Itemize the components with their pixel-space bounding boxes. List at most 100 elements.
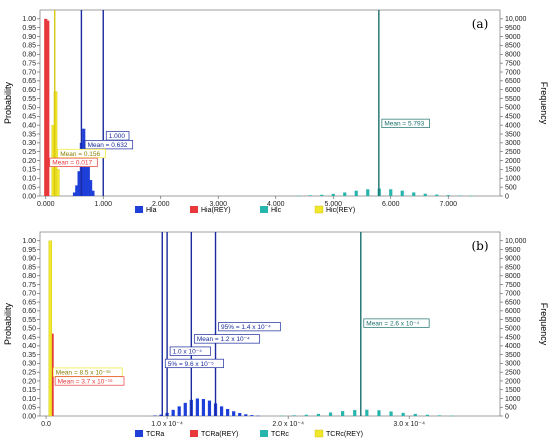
bar-hla	[89, 180, 93, 196]
y-right-tick-label: 1000	[505, 396, 521, 403]
bar-tcrc	[328, 412, 333, 416]
bar-hla	[86, 164, 90, 196]
bar-hla	[84, 149, 88, 196]
legend-entry: TCRc(REY)	[326, 431, 363, 438]
bar-tcrc	[377, 410, 381, 416]
y-right-tick-label: 9000	[505, 256, 521, 263]
bar-hlc	[389, 189, 393, 196]
bar-tcrc	[365, 409, 369, 416]
legend-swatch	[135, 430, 143, 437]
bar-hia-rey-	[44, 18, 48, 196]
annotation-box	[54, 376, 125, 386]
y-right-tick-label: 5000	[505, 326, 521, 333]
y-tick-label: 0.55	[22, 317, 36, 324]
bar-hlc	[297, 195, 301, 197]
y-tick-label: 0.80	[22, 52, 36, 59]
y-right-tick-label: 8500	[505, 43, 521, 50]
y-right-tick-label: 3000	[505, 361, 521, 368]
annotation-text: Mean = 8.5 x 10⁻¹⁶	[56, 370, 111, 377]
y-right-tick-label: 1500	[505, 387, 521, 394]
bar-hlc	[354, 190, 358, 196]
legend-swatch	[260, 430, 268, 437]
x-tick-label: 1.000	[94, 201, 112, 208]
bar-tcrc	[437, 415, 442, 416]
y-tick-label: 0.00	[22, 413, 36, 420]
legend-swatch	[314, 429, 324, 438]
y-right-tick-label: 6500	[505, 78, 521, 85]
y-right-tick-label: 500	[505, 405, 517, 412]
legend-swatch	[135, 206, 143, 213]
bar-hla	[91, 190, 95, 196]
bar-tcra	[226, 408, 230, 416]
bar-tcrc	[389, 411, 393, 416]
x-tick-label: 3.0 x 10⁻⁴	[393, 421, 425, 428]
x-tick-label: 3.000	[209, 201, 227, 208]
legend-entry: TCRa	[146, 431, 164, 438]
y-right-tick-label: 5500	[505, 96, 521, 103]
bar-hic-rey-	[53, 91, 58, 197]
y-right-tick-label: 10,000	[505, 238, 527, 245]
bar-hla	[72, 192, 77, 196]
y-tick-label: 0.85	[22, 264, 36, 271]
bar-tcra	[177, 406, 181, 416]
y-tick-label: 0.70	[22, 291, 36, 298]
bar-tcrc	[292, 415, 296, 416]
y-right-tick-label: 500	[505, 184, 517, 191]
legend-entry: Hlc	[271, 207, 282, 214]
y-right-tick-label: 3500	[505, 352, 521, 359]
y-tick-label: 0.95	[22, 25, 36, 32]
bar-tcrc	[401, 412, 405, 416]
x-tick-label: 2.000	[152, 201, 170, 208]
bar-hlc	[331, 193, 335, 196]
y-tick-label: 0.45	[22, 334, 36, 341]
y-right-tick-label: 7500	[505, 282, 521, 289]
y-right-tick-label: 7000	[505, 291, 521, 298]
bar-tcrc	[316, 413, 321, 416]
legend-swatch	[314, 205, 324, 214]
bar-tcrc	[280, 415, 284, 417]
annotation-label: Mean = 5.793	[381, 118, 430, 128]
bar-tcra	[183, 402, 187, 416]
annotation-text: Mean = 3.7 x 10⁻¹⁶	[58, 378, 113, 385]
y-tick-label: 1.00	[22, 238, 36, 245]
bar-tcra-rey-	[50, 333, 54, 416]
y-right-tick-label: 6500	[505, 299, 521, 306]
x-tick-label: 7.000	[439, 201, 457, 208]
annotation-text: 1.000	[109, 133, 126, 140]
annotation-text: 5% = 9.6 x 10⁻⁵	[168, 361, 214, 368]
annotation-label: 1.0 x 10⁻⁴	[169, 346, 211, 356]
bar-tcra	[219, 406, 224, 416]
legend-entry: Hic(REY)	[326, 207, 355, 214]
legend-swatch	[260, 206, 268, 213]
annotation-box	[193, 334, 261, 344]
y-right-tick-label: 2500	[505, 149, 521, 156]
y-tick-label: 0.25	[22, 369, 36, 376]
bar-tcrc	[353, 410, 357, 416]
y-tick-label: 0.35	[22, 131, 36, 138]
bar-tcra	[207, 400, 212, 416]
y-tick-label: 0.05	[22, 405, 36, 412]
annotation-text: 1.0 x 10⁻⁴	[173, 349, 203, 356]
bar-tcrc	[304, 414, 308, 416]
panel-b-chart: 0.000.050.100.150.200.250.300.350.400.45…	[3, 231, 549, 438]
y-tick-label: 1.00	[22, 16, 36, 23]
bar-tcra	[153, 415, 157, 416]
bar-tcrc	[341, 411, 345, 416]
annotation-text: Mean = 0.156	[60, 151, 100, 158]
bar-tcra	[250, 415, 254, 416]
bar-hia-rey-	[46, 20, 50, 196]
y-tick-label: 0.50	[22, 326, 36, 333]
annotation-text: Mean = 5.793	[384, 121, 424, 128]
bar-hla	[75, 185, 79, 196]
y-right-tick-label: 6000	[505, 308, 521, 315]
legend-entry: Hia(REY)	[201, 207, 231, 214]
y-right-tick-label: 4500	[505, 334, 521, 341]
y-right-tick-label: 2000	[505, 378, 521, 385]
annotation-label: Mean = 1.2 x 10⁻⁴	[193, 334, 261, 344]
y-tick-label: 0.15	[22, 387, 36, 394]
y-right-tick-label: 8500	[505, 264, 521, 271]
y-tick-label: 0.60	[22, 87, 36, 94]
x-tick-label: 0.000	[37, 201, 55, 208]
legend-swatch	[190, 206, 198, 213]
